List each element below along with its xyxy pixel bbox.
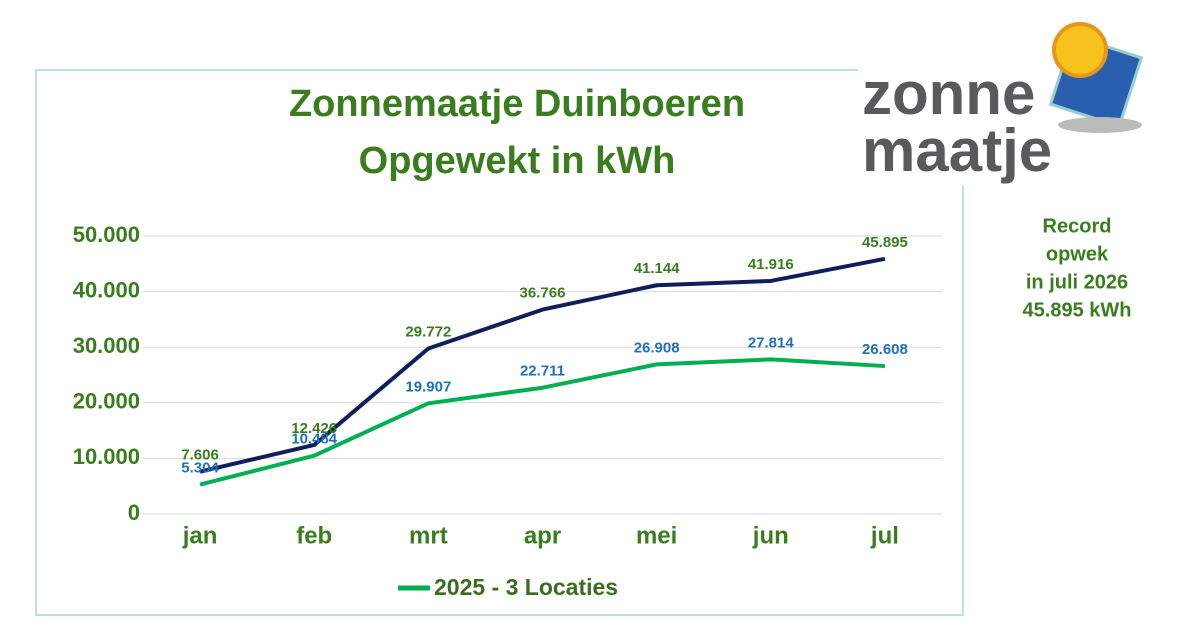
x-tick-label: mei [636,522,677,549]
annotation: 45.895 kWh [1023,299,1132,321]
y-tick-label: 50.000 [73,222,140,247]
legend-label: 2025 - 3 Locaties [434,574,618,600]
y-tick-label: 40.000 [73,277,140,302]
data-label: 41.144 [634,260,681,277]
annotation: in juli 2026 [1026,271,1128,293]
series-line [199,357,886,487]
annotation: opwek [1046,243,1109,265]
data-label: 27.814 [748,334,795,351]
data-label: 10.484 [291,431,338,448]
data-label: 26.908 [634,339,680,356]
y-tick-label: 20.000 [73,389,140,414]
logo-shadow [1058,117,1142,133]
data-label: 45.895 [862,234,908,251]
chart-title: Zonnemaatje Duinboeren [289,83,745,125]
logo-text: zonne [862,60,1035,127]
logo-sun [1052,22,1108,78]
data-label: 5.304 [181,459,219,476]
data-label: 12.426 [291,420,337,437]
series-line [199,256,886,474]
chart-subtitle: Opgewekt in kWh [359,140,676,182]
data-label: 41.916 [748,256,794,273]
y-tick-label: 30.000 [73,333,140,358]
data-label: 22.711 [520,363,565,380]
y-tick-label: 0 [128,500,140,525]
x-tick-label: apr [524,522,561,549]
data-label: 7.606 [181,447,219,464]
data-label: 19.907 [405,378,451,395]
logo-text: maatje [862,117,1052,184]
logo: zonne maatje [858,0,1148,186]
x-tick-label: mrt [409,522,448,549]
data-label: 36.766 [520,285,566,302]
x-tick-label: jan [182,522,218,549]
annotation: Record [1043,215,1112,237]
data-label: 29.772 [405,323,451,340]
x-tick-label: jun [752,522,789,549]
chart-frame [35,69,964,616]
y-tick-label: 10.000 [73,444,140,469]
x-tick-label: feb [296,522,332,549]
x-tick-label: jul [870,522,899,549]
data-label: 26.608 [862,341,908,358]
